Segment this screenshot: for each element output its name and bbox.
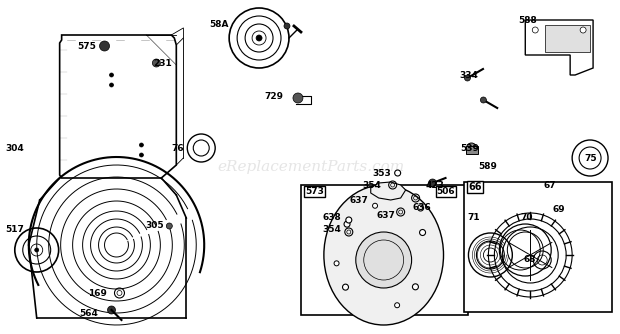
- Circle shape: [140, 153, 143, 157]
- Text: 589: 589: [479, 162, 497, 170]
- Text: 68: 68: [523, 256, 536, 265]
- Polygon shape: [545, 25, 590, 52]
- Circle shape: [256, 35, 262, 41]
- Text: 573: 573: [305, 187, 324, 196]
- Bar: [464, 182, 612, 312]
- Circle shape: [293, 93, 303, 103]
- Bar: [301, 185, 469, 315]
- Text: 231: 231: [153, 58, 172, 67]
- Text: 423: 423: [425, 180, 445, 189]
- Circle shape: [395, 170, 401, 176]
- Polygon shape: [371, 182, 405, 200]
- Ellipse shape: [324, 185, 443, 325]
- Circle shape: [166, 223, 172, 229]
- Text: 71: 71: [467, 213, 481, 222]
- Text: 564: 564: [79, 309, 99, 318]
- Text: 506: 506: [436, 187, 455, 196]
- Circle shape: [334, 261, 339, 266]
- Text: 637: 637: [350, 195, 369, 204]
- Circle shape: [356, 232, 412, 288]
- Text: 70: 70: [520, 213, 533, 222]
- Circle shape: [342, 284, 348, 290]
- Text: 638: 638: [322, 213, 341, 222]
- Circle shape: [107, 306, 115, 314]
- Circle shape: [394, 303, 400, 308]
- Circle shape: [412, 284, 418, 290]
- Text: 67: 67: [543, 180, 556, 189]
- Text: 575: 575: [78, 41, 97, 50]
- Text: 304: 304: [5, 144, 24, 153]
- Text: 305: 305: [146, 220, 164, 229]
- Text: 169: 169: [87, 289, 107, 298]
- Circle shape: [153, 59, 161, 67]
- Text: 729: 729: [264, 92, 283, 101]
- Circle shape: [110, 73, 113, 77]
- Circle shape: [110, 83, 113, 87]
- Text: 588: 588: [518, 15, 537, 24]
- Bar: [466, 146, 479, 154]
- Circle shape: [346, 217, 352, 223]
- Circle shape: [466, 143, 476, 153]
- Text: 69: 69: [552, 205, 565, 214]
- Circle shape: [480, 97, 487, 103]
- Circle shape: [284, 23, 290, 29]
- Circle shape: [100, 41, 110, 51]
- Circle shape: [464, 75, 471, 81]
- Text: 76: 76: [172, 144, 184, 153]
- Circle shape: [428, 179, 436, 187]
- Circle shape: [580, 27, 586, 33]
- Text: 637: 637: [377, 210, 396, 219]
- Text: 334: 334: [459, 70, 479, 79]
- Text: 539: 539: [461, 144, 479, 153]
- Circle shape: [420, 229, 425, 235]
- Circle shape: [418, 205, 423, 211]
- Text: eReplacementParts.com: eReplacementParts.com: [217, 160, 404, 174]
- Circle shape: [344, 221, 350, 227]
- Text: 66: 66: [469, 182, 482, 192]
- Text: 636: 636: [413, 202, 432, 211]
- Text: 517: 517: [5, 225, 24, 234]
- Circle shape: [35, 248, 38, 252]
- Text: 58A: 58A: [210, 19, 229, 28]
- Text: 75: 75: [584, 154, 596, 163]
- Circle shape: [373, 203, 378, 208]
- Circle shape: [532, 27, 538, 33]
- Text: 353: 353: [372, 168, 391, 177]
- Circle shape: [140, 143, 143, 147]
- Text: 354: 354: [363, 180, 382, 189]
- Text: 354: 354: [322, 225, 341, 234]
